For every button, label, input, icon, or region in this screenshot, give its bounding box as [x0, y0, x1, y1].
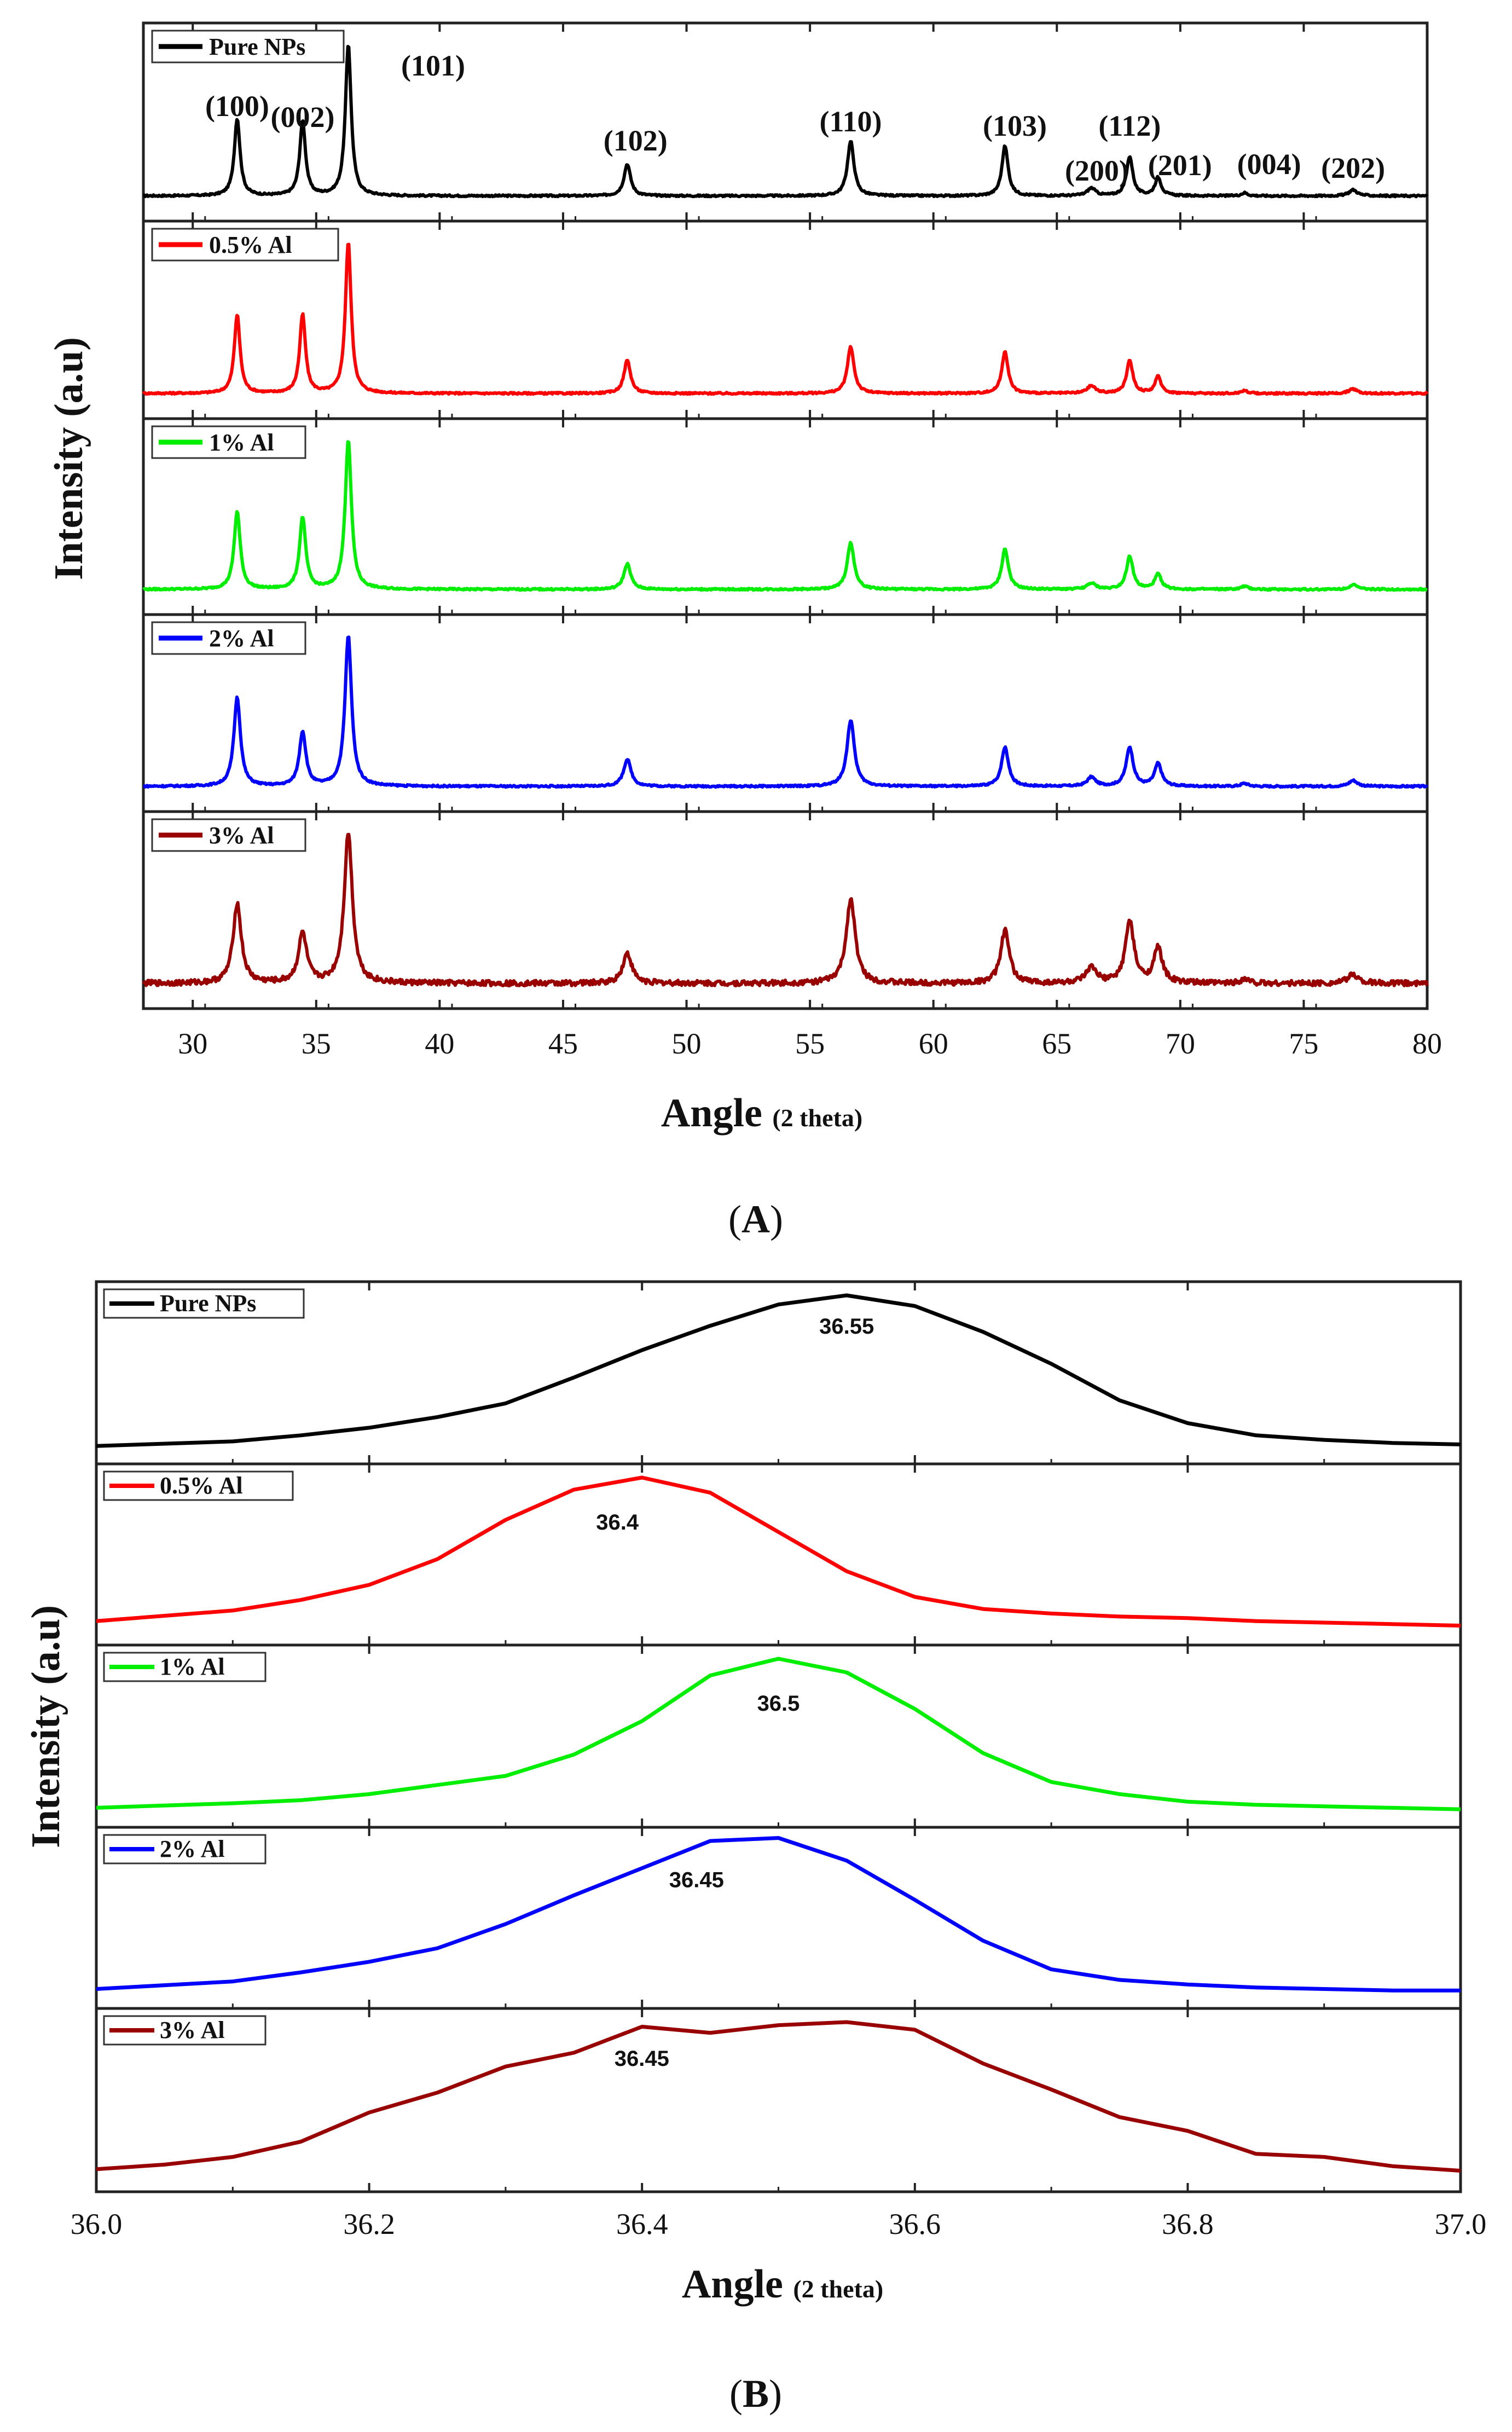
panel-a-x-tick-label: 75 [1289, 1027, 1318, 1060]
panel-a-peak-label-8: (201) [1148, 149, 1212, 182]
panel-a-peak-label-5: (103) [983, 109, 1047, 142]
panel-b-legend-label: 3% Al [160, 2017, 225, 2043]
panel-a-x-tick-label: 80 [1412, 1027, 1442, 1060]
panel-b-legend-label: Pure NPs [160, 1290, 256, 1317]
panel-b-x-axis-title: Angle (2 theta) [682, 2262, 883, 2307]
panel-a-peak-label-10: (202) [1321, 152, 1385, 184]
panel-a-peak-label-4: (110) [820, 105, 882, 138]
panel-a-peak-label-0: (100) [205, 90, 269, 123]
panel-a-legend-box [151, 228, 339, 262]
panel-a-caption: (A) [728, 1197, 783, 1241]
panel-b-x-axis-title-main: Angle [682, 2262, 793, 2307]
panel-b-x-tick-label: 37.0 [1435, 2208, 1487, 2240]
panel-b-legend-label: 2% Al [160, 1835, 225, 1862]
panel-b-series-line [96, 1657, 1461, 1811]
panel-a-series-line [142, 832, 1429, 988]
panel-a-x-tick-label: 70 [1166, 1027, 1195, 1060]
panel-a-x-tick-label: 40 [425, 1027, 454, 1060]
panel-a-legend-label: 3% Al [209, 822, 274, 849]
panel-b-subplots: 36.55 Pure NPs 36.4 0.5% Al 36.5 1% Al 36.45 2%… [95, 1280, 1462, 2193]
panel-b-series-line [96, 1475, 1461, 1628]
panel-b-peak-value: 36.5 [757, 1692, 800, 1716]
panel-b-x-tick-label: 36.2 [343, 2208, 395, 2240]
panel-b-subplot-4: 36.45 3% Al [95, 2007, 1462, 2193]
panel-b: 36.55 Pure NPs 36.4 0.5% Al 36.5 1% Al 36.45 2%… [24, 1280, 1487, 2416]
panel-b-series-line [96, 1836, 1461, 1993]
panel-a-series-line [142, 242, 1429, 396]
panel-b-legend-label: 0.5% Al [160, 1472, 243, 1499]
panel-b-x-tick-label: 36.4 [616, 2208, 668, 2240]
panel-a-peak-label-9: (004) [1237, 148, 1301, 181]
panel-a-peak-label-1: (002) [271, 101, 335, 134]
panel-b-series-line [96, 1293, 1461, 1448]
panel-b-x-tick-label: 36.8 [1162, 2208, 1214, 2240]
panel-a-peak-label-6: (200) [1065, 154, 1129, 187]
panel-a-x-tick-label: 50 [672, 1027, 702, 1060]
panel-a-series-line [142, 635, 1429, 789]
panel-a-legend-label: 1% Al [209, 429, 274, 456]
panel-a-series-line [142, 440, 1428, 592]
panel-b-legend-box [103, 1470, 294, 1501]
panel-a-x-tick-label: 55 [795, 1027, 825, 1060]
panel-b-y-axis-title: Intensity (a.u) [24, 1605, 68, 1848]
panel-a-x-axis: 30 35 40 45 50 55 60 65 70 75 80 [178, 1027, 1442, 1060]
panel-a-subplot-frame [142, 810, 1429, 1010]
panel-a-subplot-3: 2% Al [142, 613, 1429, 813]
panel-b-x-tick-label: 36.6 [889, 2208, 941, 2240]
panel-a-legend-label: 2% Al [209, 625, 274, 652]
panel-b-series-line [96, 2020, 1461, 2173]
panel-a-legend-label: 0.5% Al [209, 231, 292, 258]
panel-a-legend-label: Pure NPs [209, 33, 305, 60]
panel-b-x-axis-title-sub: (2 theta) [793, 2275, 883, 2303]
panel-a-subplots: Pure NPs 0.5% Al 1% Al 2% Al 3% Al [142, 21, 1429, 1010]
panel-b-peak-value: 36.4 [596, 1510, 639, 1535]
panel-a-x-axis-title-main: Angle [661, 1091, 773, 1136]
panel-b-peak-value: 36.55 [819, 1315, 874, 1339]
panel-b-caption: (B) [729, 2372, 782, 2416]
panel-a-y-axis-title: Intensity (a.u) [47, 337, 91, 580]
panel-a-series-line [142, 45, 1428, 199]
panel-a-peak-label-7: (112) [1098, 109, 1161, 142]
panel-b-subplot-3: 36.45 2% Al [95, 1826, 1462, 2010]
panel-b-x-tick-label: 36.0 [71, 2208, 123, 2240]
panel-a-subplot-0: Pure NPs [142, 21, 1429, 223]
panel-a-x-tick-label: 35 [302, 1027, 331, 1060]
panel-a-peak-label-3: (102) [604, 124, 668, 157]
panel-a-caption-letter: A [741, 1197, 770, 1241]
panel-a: Pure NPs 0.5% Al 1% Al 2% Al 3% Al (100) (002… [47, 21, 1442, 1241]
panel-a-subplot-4: 3% Al [142, 810, 1429, 1010]
panel-b-caption-letter: B [743, 2372, 769, 2416]
panel-a-peak-label-2: (101) [401, 49, 465, 82]
panel-a-x-axis-title-sub: (2 theta) [772, 1104, 862, 1132]
panel-a-x-tick-label: 45 [548, 1027, 578, 1060]
panel-a-subplot-2: 1% Al [142, 417, 1429, 616]
panel-a-x-tick-label: 60 [919, 1027, 948, 1060]
panel-b-peak-value: 36.45 [669, 1868, 724, 1892]
panel-b-legend-label: 1% Al [160, 1653, 225, 1680]
panel-b-x-axis: 36.0 36.2 36.4 36.6 36.8 37.0 [71, 2208, 1487, 2240]
panel-a-x-axis-title: Angle (2 theta) [661, 1091, 862, 1136]
panel-a-x-tick-label: 30 [178, 1027, 207, 1060]
panel-a-x-tick-label: 65 [1042, 1027, 1071, 1060]
panel-b-peak-value: 36.45 [615, 2047, 669, 2071]
panel-a-peak-labels: (100) (002) (101) (102) (110) (103) (200) (112)… [205, 49, 1385, 187]
